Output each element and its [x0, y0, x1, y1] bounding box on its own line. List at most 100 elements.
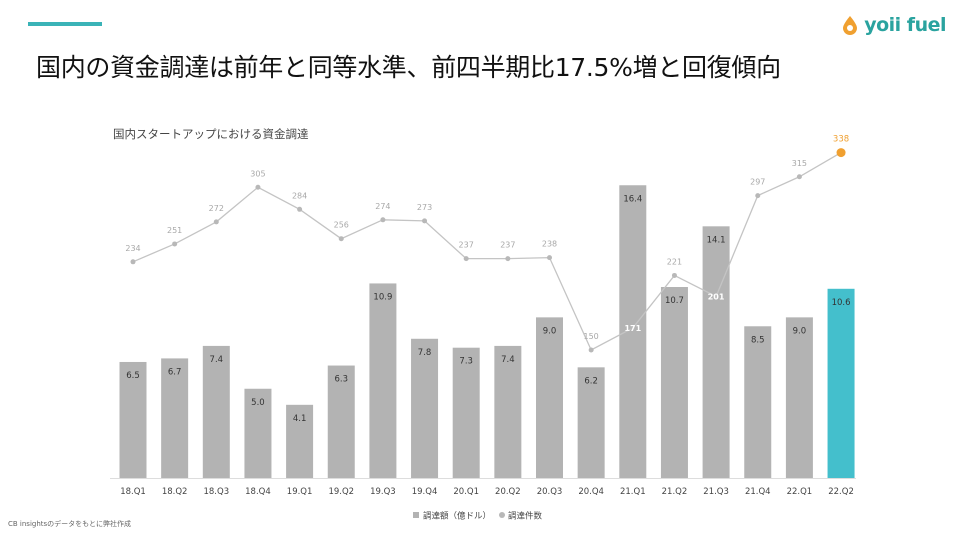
bar-22.Q1 — [785, 317, 813, 478]
x-tick-21.Q3: 21.Q3 — [703, 487, 729, 497]
x-tick-20.Q2: 20.Q2 — [495, 487, 521, 497]
x-tick-18.Q2: 18.Q2 — [162, 487, 188, 497]
count-label-20.Q3: 238 — [542, 240, 557, 249]
bar-label-18.Q1: 6.5 — [126, 371, 140, 381]
point-22.Q1 — [796, 174, 802, 180]
droplet-logo-icon — [843, 16, 858, 35]
bar-21.Q3 — [702, 226, 730, 478]
bar-label-21.Q4: 8.5 — [751, 335, 765, 345]
slide-title: 国内の資金調達は前年と同等水準、前四半期比17.5%増と回復傾向 — [36, 53, 781, 82]
bar-18.Q4 — [244, 388, 272, 478]
bar-19.Q1 — [286, 404, 314, 478]
x-tick-21.Q1: 21.Q1 — [620, 487, 646, 497]
count-label-18.Q3: 272 — [209, 204, 224, 213]
x-tick-19.Q1: 19.Q1 — [287, 487, 313, 497]
bar-22.Q2 — [827, 288, 855, 478]
source-note: CB insightsのデータをもとに弊社作成 — [8, 520, 132, 528]
x-tick-22.Q2: 22.Q2 — [828, 487, 854, 497]
point-18.Q3 — [213, 219, 219, 225]
x-tick-21.Q2: 21.Q2 — [662, 487, 688, 497]
bar-18.Q1 — [119, 361, 147, 478]
point-19.Q1 — [297, 206, 303, 212]
bar-18.Q2 — [161, 358, 189, 478]
count-label-18.Q1: 234 — [125, 244, 140, 253]
bar-label-18.Q4: 5.0 — [251, 398, 265, 408]
company-logo: yoii fuel — [840, 14, 946, 36]
count-label-21.Q4: 297 — [750, 178, 765, 187]
bar-label-19.Q1: 4.1 — [293, 414, 307, 424]
x-tick-21.Q4: 21.Q4 — [745, 487, 771, 497]
bar-label-19.Q3: 10.9 — [373, 292, 392, 302]
bar-20.Q4 — [577, 367, 605, 478]
bar-label-20.Q1: 7.3 — [459, 357, 473, 367]
x-tick-19.Q3: 19.Q3 — [370, 487, 396, 497]
bar-label-21.Q3: 14.1 — [707, 235, 726, 245]
accent-bar — [28, 22, 102, 26]
bar-19.Q2 — [327, 365, 355, 478]
point-18.Q4 — [255, 184, 261, 190]
legend-bar-label: 調達額（億ドル） — [423, 511, 491, 522]
x-tick-20.Q4: 20.Q4 — [578, 487, 604, 497]
bar-20.Q1 — [452, 347, 480, 478]
point-21.Q3 — [713, 293, 719, 299]
point-22.Q2 — [836, 148, 846, 158]
count-label-20.Q1: 237 — [459, 241, 474, 250]
chart-title: 国内スタートアップにおける資金調達 — [113, 127, 309, 141]
point-20.Q3 — [547, 255, 552, 261]
point-21.Q2 — [671, 272, 677, 278]
x-tick-18.Q4: 18.Q4 — [245, 487, 271, 497]
count-label-18.Q4: 305 — [250, 169, 265, 178]
point-20.Q2 — [505, 256, 511, 262]
count-label-19.Q1: 284 — [292, 191, 307, 200]
bar-label-18.Q2: 6.7 — [168, 367, 182, 377]
bar-label-18.Q3: 7.4 — [210, 355, 224, 365]
bar-21.Q1 — [619, 185, 647, 478]
bar-21.Q4 — [744, 326, 772, 478]
legend-line-label: 調達件数 — [508, 511, 543, 522]
bar-label-19.Q4: 7.8 — [418, 348, 432, 358]
x-tick-22.Q1: 22.Q1 — [787, 487, 813, 497]
point-20.Q1 — [463, 256, 469, 262]
bar-label-19.Q2: 6.3 — [334, 375, 348, 385]
bar-label-22.Q1: 9.0 — [793, 326, 807, 336]
bar-label-20.Q2: 7.4 — [501, 355, 515, 365]
count-label-21.Q3: 201 — [708, 292, 725, 301]
point-21.Q4 — [755, 193, 761, 199]
legend-bar-swatch — [413, 512, 419, 518]
count-line — [132, 152, 842, 351]
count-label-21.Q1: 171 — [624, 324, 641, 333]
legend-line-swatch — [499, 512, 505, 518]
x-tick-18.Q3: 18.Q3 — [203, 487, 229, 497]
x-tick-19.Q4: 19.Q4 — [412, 487, 438, 497]
x-tick-20.Q3: 20.Q3 — [537, 487, 563, 497]
count-label-19.Q2: 256 — [334, 221, 349, 230]
count-label-22.Q1: 315 — [792, 159, 807, 168]
bar-20.Q2 — [494, 345, 522, 478]
bar-label-21.Q2: 10.7 — [665, 296, 684, 306]
count-label-20.Q4: 150 — [584, 332, 599, 341]
bar-label-22.Q2: 10.6 — [832, 298, 851, 308]
count-label-21.Q2: 221 — [667, 257, 682, 266]
bar-label-21.Q1: 16.4 — [623, 194, 642, 204]
bar-18.Q3 — [202, 345, 230, 478]
point-18.Q2 — [172, 241, 178, 247]
point-18.Q1 — [130, 259, 136, 265]
x-tick-20.Q1: 20.Q1 — [453, 487, 479, 497]
point-20.Q4 — [588, 347, 594, 353]
bar-20.Q3 — [536, 317, 563, 478]
bar-21.Q2 — [660, 287, 688, 478]
x-tick-19.Q2: 19.Q2 — [328, 487, 354, 497]
point-21.Q1 — [630, 325, 636, 331]
point-19.Q3 — [380, 217, 386, 223]
count-label-20.Q2: 237 — [500, 241, 515, 250]
point-19.Q4 — [422, 218, 428, 224]
point-19.Q2 — [338, 236, 344, 242]
bar-label-20.Q4: 6.2 — [584, 376, 598, 386]
count-label-19.Q4: 273 — [417, 203, 432, 212]
logo-text: yoii fuel — [864, 14, 946, 36]
count-label-19.Q3: 274 — [375, 202, 390, 211]
x-tick-18.Q1: 18.Q1 — [120, 487, 146, 497]
bar-19.Q4 — [411, 338, 439, 478]
bar-19.Q3 — [369, 283, 397, 478]
